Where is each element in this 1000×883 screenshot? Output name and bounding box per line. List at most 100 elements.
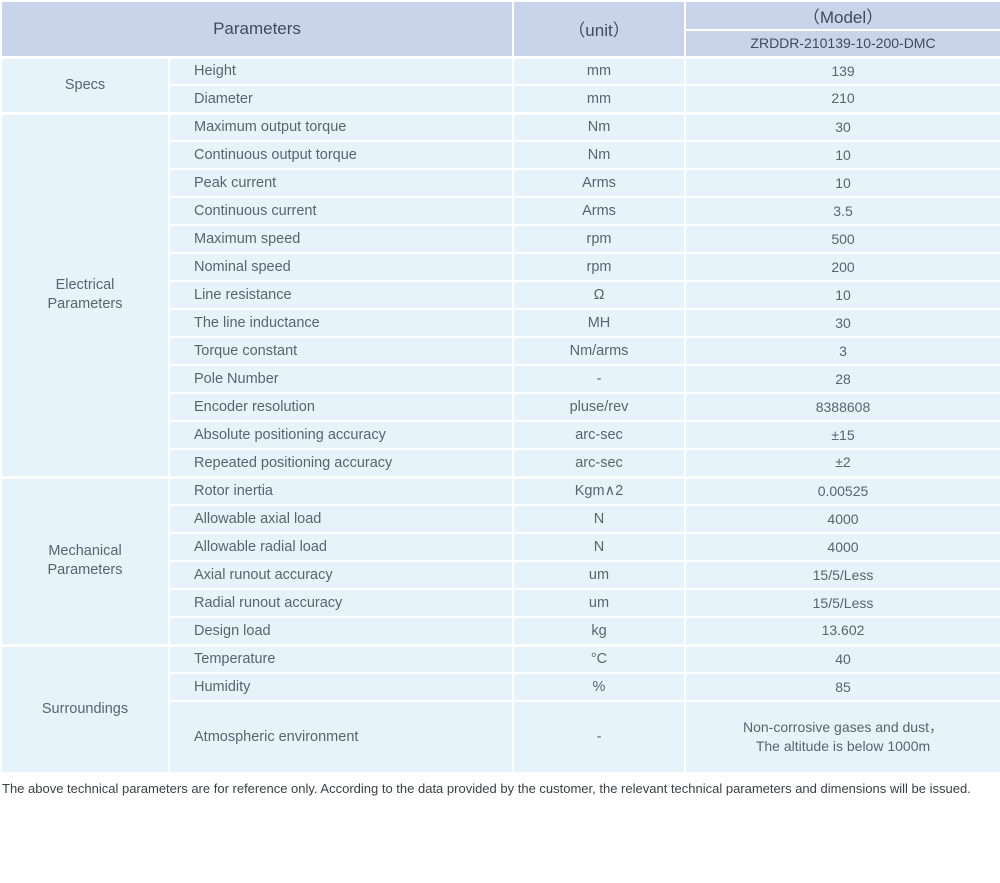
unit-cell: N: [512, 532, 686, 562]
parameter-name-cell: Design load: [168, 616, 514, 646]
footer-disclaimer: The above technical parameters are for r…: [2, 781, 971, 796]
table-row: Encoder resolution pluse/rev 8388608: [1, 392, 1000, 422]
table-row: Design load kg 13.602: [1, 616, 1000, 646]
unit-cell: %: [512, 672, 686, 702]
table-row: Axial runout accuracy um 15/5/Less: [1, 560, 1000, 590]
value-cell: 10: [684, 280, 1000, 310]
value-cell: 139: [684, 55, 1000, 86]
unit-cell: um: [512, 560, 686, 590]
unit-cell: arc-sec: [512, 420, 686, 450]
table-row: Diameter mm 210: [1, 84, 1000, 114]
parameter-name-cell: Maximum speed: [168, 224, 514, 254]
parameter-name-cell: Allowable radial load: [168, 532, 514, 562]
parameter-name-cell: Encoder resolution: [168, 392, 514, 422]
table-body: Specs Height mm 139 Diameter mm 210 Electrical …: [0, 55, 1000, 774]
unit-cell: Nm: [512, 140, 686, 170]
parameter-name-cell: Atmospheric environment: [168, 700, 514, 774]
value-cell: 3: [684, 336, 1000, 366]
unit-cell: Ω: [512, 280, 686, 310]
table-row: Allowable radial load N 4000: [1, 532, 1000, 562]
value-cell: 8388608: [684, 392, 1000, 422]
value-cell: 200: [684, 252, 1000, 282]
group-label-cell: Surroundings: [0, 643, 170, 774]
header-model: （Model）: [684, 0, 1000, 31]
table-row: Electrical Parameters Maximum output torq…: [0, 111, 1000, 478]
table-row: Mechanical Parameters Rotor inertia Kgm∧2 0…: [0, 475, 1000, 646]
value-cell: 30: [684, 111, 1000, 142]
parameter-name-cell: Diameter: [168, 84, 514, 114]
group-label-cell: Specs: [0, 55, 170, 114]
table-row: Pole Number -28: [1, 364, 1000, 394]
parameter-name-cell: Temperature: [168, 643, 514, 674]
parameters-table: Parameters （unit） （Model） ZRDDR-210139-1…: [0, 0, 1000, 774]
parameter-name-cell: Humidity: [168, 672, 514, 702]
unit-cell: rpm: [512, 252, 686, 282]
value-cell: 0.00525: [684, 475, 1000, 506]
unit-cell: rpm: [512, 224, 686, 254]
table-row: Absolute positioning accuracy arc-sec ±15: [1, 420, 1000, 450]
parameter-name-cell: Allowable axial load: [168, 504, 514, 534]
table-row: Maximum speed rpm 500: [1, 224, 1000, 254]
table-row: Specs Height mm 139: [0, 55, 1000, 114]
table-row: Torque constant Nm/arms 3: [1, 336, 1000, 366]
value-cell: 210: [684, 84, 1000, 114]
table-header: Parameters （unit） （Model） ZRDDR-210139-1…: [0, 0, 1000, 58]
parameter-name-cell: Maximum output torque: [168, 111, 514, 142]
header-parameters: Parameters: [0, 0, 514, 58]
value-cell: 4000: [684, 532, 1000, 562]
value-cell: 15/5/Less: [684, 560, 1000, 590]
unit-cell: mm: [512, 84, 686, 114]
table-row: Radial runout accuracy um 15/5/Less: [1, 588, 1000, 618]
table-row: Nominal speed rpm 200: [1, 252, 1000, 282]
unit-cell: pluse/rev: [512, 392, 686, 422]
unit-cell: Arms: [512, 196, 686, 226]
parameter-name-cell: Continuous current: [168, 196, 514, 226]
group-label-cell: Electrical Parameters: [0, 111, 170, 478]
value-cell: 28: [684, 364, 1000, 394]
unit-cell: Nm: [512, 111, 686, 142]
table-row: Allowable axial load N 4000: [1, 504, 1000, 534]
table-row: The line inductance MH 30: [1, 308, 1000, 338]
value-cell: 85: [684, 672, 1000, 702]
table-row: Surroundings Temperature °C 40: [0, 643, 1000, 774]
unit-cell: mm: [512, 55, 686, 86]
parameter-name-cell: Nominal speed: [168, 252, 514, 282]
table-row: Line resistance Ω 10: [1, 280, 1000, 310]
value-cell: Non-corrosive gases and dust， The altitu…: [684, 700, 1000, 774]
unit-cell: °C: [512, 643, 686, 674]
parameter-name-cell: Rotor inertia: [168, 475, 514, 506]
value-cell: 10: [684, 140, 1000, 170]
table-row: Atmospheric environment - Non-corrosive ga…: [1, 700, 1000, 774]
value-cell: ±15: [684, 420, 1000, 450]
unit-cell: Nm/arms: [512, 336, 686, 366]
unit-cell: Arms: [512, 168, 686, 198]
value-cell: 10: [684, 168, 1000, 198]
value-cell: 13.602: [684, 616, 1000, 646]
unit-cell: Kgm∧2: [512, 475, 686, 506]
table-row: Humidity% 85: [1, 672, 1000, 702]
parameter-name-cell: Repeated positioning accuracy: [168, 448, 514, 478]
unit-cell: N: [512, 504, 686, 534]
table-row: Continuous current Arms 3.5: [1, 196, 1000, 226]
unit-cell: -: [512, 700, 686, 774]
parameter-name-cell: Height: [168, 55, 514, 86]
table-row: Continuous output torque Nm 10: [1, 140, 1000, 170]
value-cell: 40: [684, 643, 1000, 674]
parameter-name-cell: Line resistance: [168, 280, 514, 310]
parameter-name-cell: Peak current: [168, 168, 514, 198]
unit-cell: arc-sec: [512, 448, 686, 478]
unit-cell: -: [512, 364, 686, 394]
header-model-number: ZRDDR-210139-10-200-DMC: [684, 29, 1000, 58]
group-label-cell: Mechanical Parameters: [0, 475, 170, 646]
parameter-name-cell: Axial runout accuracy: [168, 560, 514, 590]
value-cell: 15/5/Less: [684, 588, 1000, 618]
unit-cell: MH: [512, 308, 686, 338]
value-cell: ±2: [684, 448, 1000, 478]
table-row: Repeated positioning accuracy arc-sec ±2: [1, 448, 1000, 478]
parameter-name-cell: The line inductance: [168, 308, 514, 338]
parameter-name-cell: Torque constant: [168, 336, 514, 366]
table-row: Peak current Arms 10: [1, 168, 1000, 198]
value-cell: 30: [684, 308, 1000, 338]
header-unit: （unit）: [512, 0, 686, 58]
